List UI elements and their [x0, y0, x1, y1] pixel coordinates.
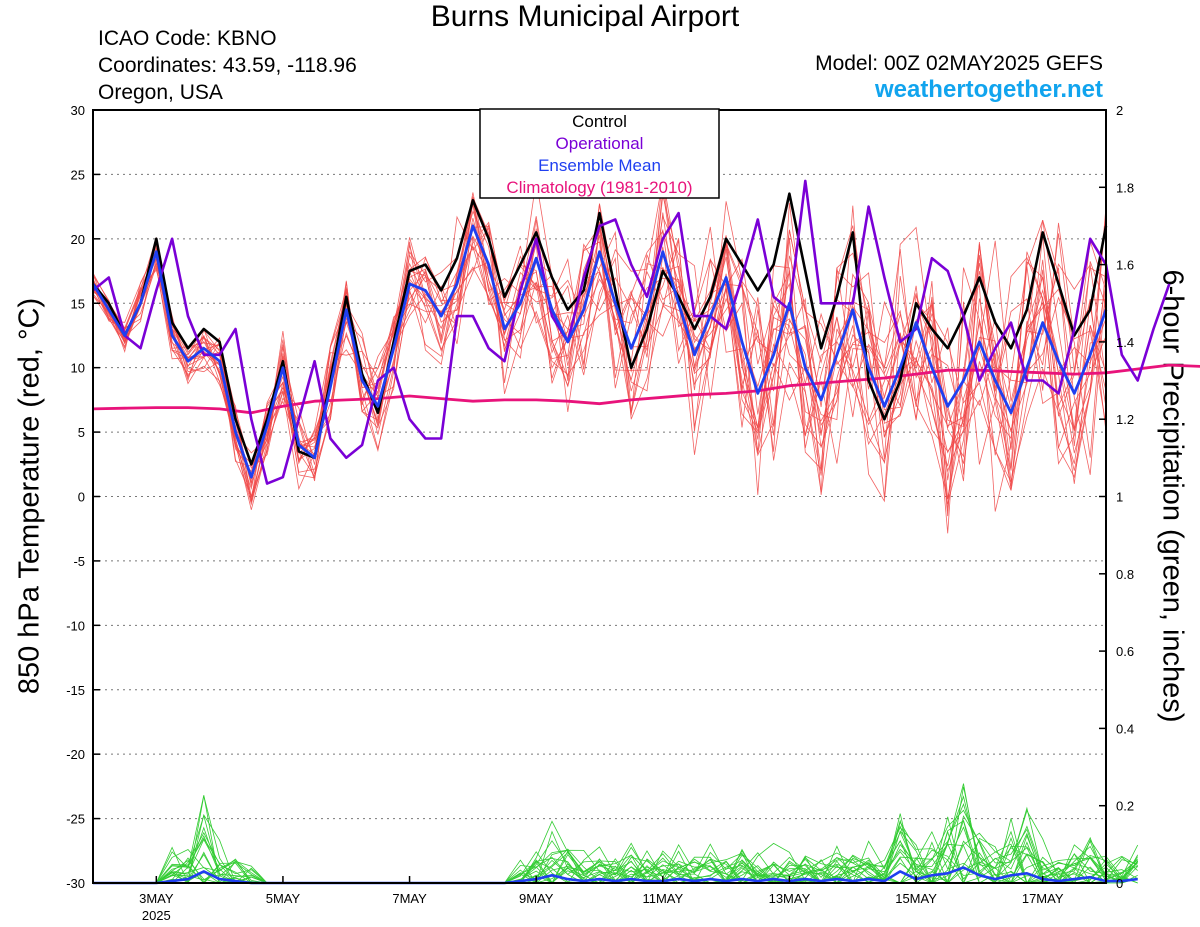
legend-entry: Ensemble Mean	[538, 156, 661, 175]
x-tick-label: 13MAY	[769, 891, 811, 906]
y2-tick-label: 0.8	[1116, 567, 1134, 582]
site-credit: weathertogether.net	[874, 76, 1103, 103]
y-tick-label: -30	[66, 876, 85, 891]
x-tick-label: 15MAY	[895, 891, 937, 906]
y2-tick-label: 0.4	[1116, 721, 1134, 736]
page-title: Burns Municipal Airport	[430, 0, 740, 33]
legend-entry: Operational	[556, 134, 644, 153]
x-tick-sublabel: 2025	[142, 908, 171, 923]
y-tick-label: 5	[78, 425, 85, 440]
y-tick-label: -5	[73, 554, 85, 569]
coordinates: Coordinates: 43.59, -118.96	[98, 54, 357, 77]
series-line-ensemble-mean	[91, 224, 1108, 479]
x-tick-label: 9MAY	[519, 891, 554, 906]
icao-code: ICAO Code: KBNO	[98, 27, 277, 50]
y-tick-label: 20	[71, 232, 85, 247]
y2-tick-label: 1.4	[1116, 335, 1134, 350]
y2-tick-label: 2	[1116, 103, 1123, 118]
x-tick-label: 7MAY	[392, 891, 427, 906]
ensemble-member-line	[92, 204, 1107, 498]
region: Oregon, USA	[98, 81, 223, 104]
y-tick-label: -10	[66, 618, 85, 633]
y2-tick-label: 0.2	[1116, 799, 1134, 814]
y-tick-label: 25	[71, 167, 85, 182]
y-tick-label: -25	[66, 812, 85, 827]
y-tick-label: -15	[66, 683, 85, 698]
y2-tick-label: 1.6	[1116, 258, 1134, 273]
legend-box	[479, 108, 720, 199]
y2-tick-label: 1.2	[1116, 412, 1134, 427]
precip-member-line	[93, 783, 1138, 884]
y2-tick-label: 0	[1116, 876, 1123, 891]
y-tick-label: 10	[71, 361, 85, 376]
y-tick-label: 15	[71, 296, 85, 311]
series-line-operational	[92, 179, 1171, 485]
model-run: Model: 00Z 02MAY2025 GEFS	[815, 52, 1103, 75]
y2-tick-label: 1.8	[1116, 180, 1134, 195]
y-tick-label: -20	[66, 747, 85, 762]
series-line-climatology-1981-2010	[92, 363, 1200, 415]
legend-entry: Control	[572, 112, 627, 131]
x-tick-label: 17MAY	[1022, 891, 1064, 906]
y2-tick-label: 1	[1116, 490, 1123, 505]
x-tick-label: 3MAY	[139, 891, 174, 906]
y2-tick-label: 0.6	[1116, 644, 1134, 659]
series-line-control	[91, 192, 1108, 466]
x-tick-label: 5MAY	[266, 891, 301, 906]
y-tick-label: 0	[78, 490, 85, 505]
x-tick-label: 11MAY	[642, 891, 683, 906]
ensemble-member-line	[92, 195, 1107, 534]
legend-entry: Climatology (1981-2010)	[506, 178, 692, 197]
y-tick-label: 30	[71, 103, 85, 118]
